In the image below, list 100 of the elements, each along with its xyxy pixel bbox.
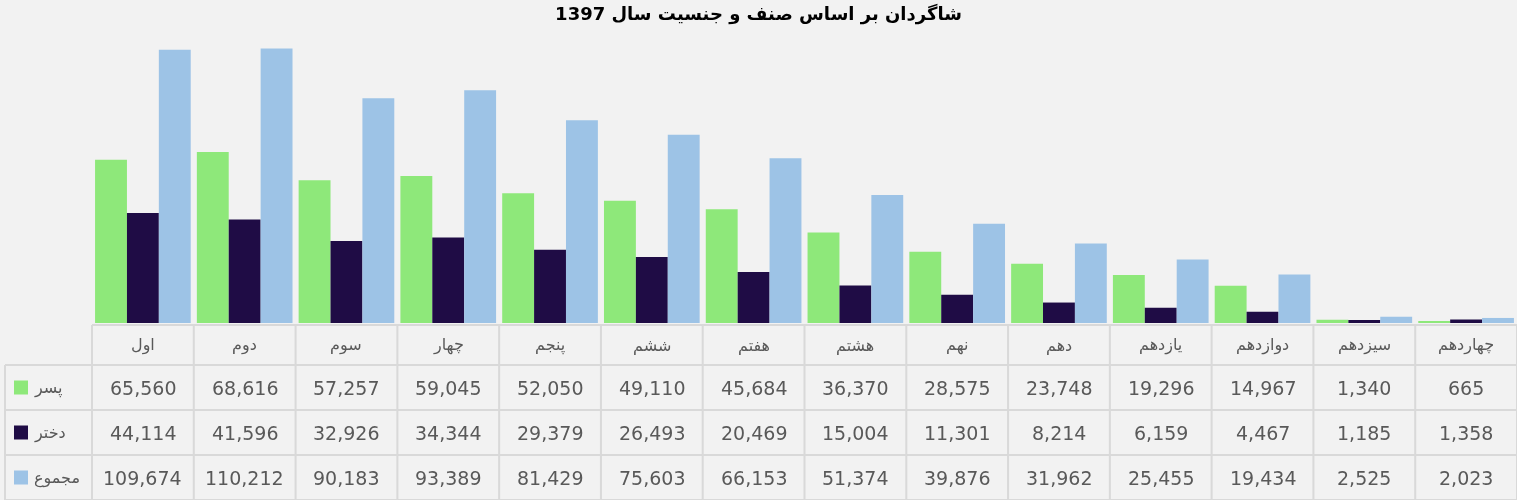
bar <box>400 175 433 323</box>
bar <box>1074 243 1107 323</box>
chart-title: شاگردان بر اساس صنف و جنسیت سال 1397 <box>555 3 962 26</box>
bar <box>298 180 331 323</box>
data-label: 75,603 <box>619 467 686 489</box>
data-label: 15,004 <box>822 422 889 444</box>
data-label: 14,967 <box>1230 377 1297 399</box>
bar <box>1112 274 1145 323</box>
x-tick-label: یازدهم <box>1139 335 1183 355</box>
bar <box>1043 302 1075 323</box>
bar <box>158 49 191 323</box>
bar <box>1144 307 1177 323</box>
data-label: 65,560 <box>110 377 177 399</box>
bar <box>502 193 535 323</box>
data-label: 32,926 <box>313 422 380 444</box>
data-label: 41,596 <box>212 422 279 444</box>
bar <box>973 223 1006 323</box>
bar <box>839 285 872 323</box>
data-label: 8,214 <box>1032 422 1087 444</box>
data-label: 29,379 <box>517 422 584 444</box>
x-tick-label: نهم <box>946 335 969 355</box>
data-label: 39,876 <box>924 467 991 489</box>
data-label: 28,575 <box>924 377 991 399</box>
bar <box>909 251 942 323</box>
bar <box>330 240 363 323</box>
data-label: 109,674 <box>103 467 182 489</box>
x-tick-label: پنجم <box>535 335 566 355</box>
bar <box>667 134 700 323</box>
bar <box>1278 274 1311 323</box>
legend-label: دختر <box>34 423 66 443</box>
x-tick-label: سیزدهم <box>1338 335 1392 355</box>
x-tick-label: دهم <box>1046 336 1073 355</box>
bar <box>635 257 668 323</box>
x-tick-label: هشتم <box>836 336 875 355</box>
bar <box>534 249 566 323</box>
data-label: 90,183 <box>313 467 380 489</box>
bar <box>769 158 802 323</box>
x-tick-label: هفتم <box>738 336 771 355</box>
x-tick-label: اول <box>131 335 155 355</box>
bar <box>807 232 840 323</box>
data-label: 93,389 <box>415 467 482 489</box>
x-tick-label: ششم <box>633 336 672 355</box>
data-label: 665 <box>1448 377 1485 399</box>
data-label: 11,301 <box>924 422 991 444</box>
data-label: 1,358 <box>1439 422 1494 444</box>
bar <box>464 90 497 323</box>
bar <box>705 209 738 323</box>
data-label: 1,340 <box>1337 377 1392 399</box>
data-label: 23,748 <box>1026 377 1093 399</box>
bar <box>432 237 465 323</box>
x-tick-label: چهار <box>433 335 464 355</box>
data-label: 2,023 <box>1439 467 1494 489</box>
bar <box>737 272 770 323</box>
data-label: 20,469 <box>721 422 788 444</box>
bar <box>941 294 974 323</box>
data-label: 26,493 <box>619 422 686 444</box>
legend-label: پسر <box>34 378 63 398</box>
bar <box>1380 316 1413 323</box>
data-label: 25,455 <box>1128 467 1195 489</box>
data-label: 1,185 <box>1337 422 1392 444</box>
x-tick-label: دوم <box>232 335 257 355</box>
bar <box>603 200 636 323</box>
bar <box>1011 263 1044 323</box>
bar <box>1246 311 1279 323</box>
data-label: 44,114 <box>110 422 177 444</box>
bar <box>871 195 904 323</box>
bar <box>362 98 395 323</box>
data-label: 2,525 <box>1337 467 1392 489</box>
data-label: 51,374 <box>822 467 889 489</box>
data-label: 68,616 <box>212 377 279 399</box>
data-label: 45,684 <box>721 377 788 399</box>
data-label: 81,429 <box>517 467 584 489</box>
data-label: 19,434 <box>1230 467 1297 489</box>
bar <box>260 48 293 323</box>
data-label: 34,344 <box>415 422 482 444</box>
data-label: 110,212 <box>205 467 284 489</box>
bar <box>228 219 261 323</box>
data-label: 59,045 <box>415 377 482 399</box>
bar <box>565 120 598 323</box>
data-label: 57,257 <box>313 377 380 399</box>
bar <box>95 159 127 323</box>
bar <box>196 152 229 323</box>
data-label: 66,153 <box>721 467 788 489</box>
bar <box>1176 259 1209 323</box>
bar <box>126 213 159 323</box>
x-tick-label: دوازدهم <box>1236 335 1290 355</box>
data-label: 49,110 <box>619 377 686 399</box>
data-label: 31,962 <box>1026 467 1093 489</box>
bar <box>1214 285 1247 323</box>
bar <box>1316 319 1349 323</box>
bar <box>1482 317 1514 323</box>
data-label: 36,370 <box>822 377 889 399</box>
data-label: 19,296 <box>1128 377 1195 399</box>
legend-label: مجموع <box>34 468 80 488</box>
x-tick-label: سوم <box>330 335 362 355</box>
bar <box>1348 320 1381 323</box>
data-label: 4,467 <box>1236 422 1291 444</box>
data-label: 52,050 <box>517 377 584 399</box>
data-label: 6,159 <box>1134 422 1189 444</box>
x-tick-label: چهاردهم <box>1438 335 1495 355</box>
